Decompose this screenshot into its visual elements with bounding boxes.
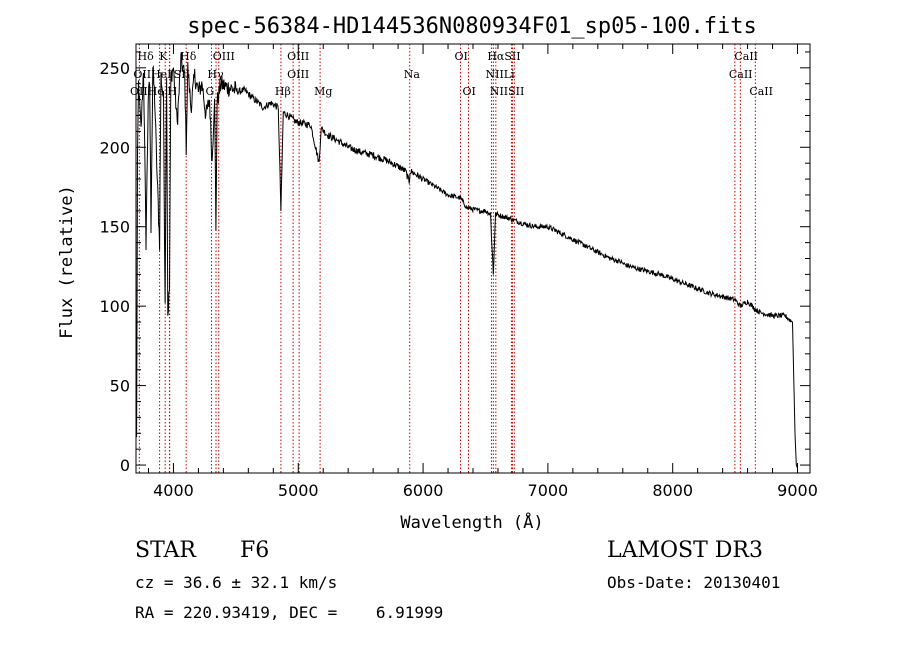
line-label-9: SII (174, 68, 190, 81)
line-label-5: OI (455, 50, 468, 63)
line-label-2: Hδ (180, 50, 197, 63)
y-tick-label-100: 100 (99, 297, 130, 316)
line-label-20: NIISII (490, 85, 525, 98)
line-label-21: CaII (749, 85, 773, 98)
x-tick-label-7000: 7000 (528, 481, 569, 500)
line-label-6: HαSII (487, 50, 520, 63)
line-label-13: NIILi (485, 68, 515, 81)
survey-name: LAMOST DR3 (607, 538, 763, 563)
x-axis-label: Wavelength (Å) (400, 511, 543, 533)
line-label-10: Hγ (207, 68, 224, 81)
y-tick-label-250: 250 (99, 59, 130, 78)
x-axis-ticks: 4000 5000 6000 7000 8000 9000 (147, 44, 818, 500)
plot-frame (135, 43, 811, 474)
line-label-1: K (159, 50, 168, 63)
chart-title: spec-56384-HD144536N080934F01_sp05-100.f… (187, 14, 757, 39)
line-label-14: CaII (729, 68, 753, 81)
line-label-17: Hβ (275, 85, 291, 98)
line-label-12: Na (404, 68, 421, 81)
y-tick-label-150: 150 (99, 218, 130, 237)
y-tick-label-200: 200 (99, 138, 130, 157)
line-label-18: Mg (314, 85, 332, 98)
line-label-15: OIIHe H (130, 85, 177, 98)
y-axis-label: Flux (relative) (57, 185, 77, 339)
observation-date: Obs-Date: 20130401 (607, 573, 781, 592)
y-tick-label-50: 50 (110, 377, 130, 396)
spectrum-line (135, 52, 798, 469)
y-tick-label-0: 0 (120, 456, 130, 475)
object-subclass: F6 (240, 538, 270, 563)
object-class: STAR (135, 538, 196, 563)
spectral-line-markers (138, 44, 756, 473)
x-tick-label-8000: 8000 (652, 481, 693, 500)
line-label-11: OIII (287, 68, 309, 81)
y-axis-ticks: 0 50 100 150 200 250 (99, 51, 810, 475)
x-tick-label-5000: 5000 (278, 481, 319, 500)
line-label-4: OIII (287, 50, 309, 63)
x-tick-label-9000: 9000 (777, 481, 818, 500)
line-label-19: OI (463, 85, 476, 98)
x-tick-label-4000: 4000 (153, 481, 194, 500)
line-label-16: G (206, 85, 215, 98)
coordinates: RA = 220.93419, DEC = 6.91999 (135, 603, 444, 622)
line-label-3: OIII (213, 50, 235, 63)
redshift-velocity: cz = 36.6 ± 32.1 km/s (135, 573, 338, 592)
x-tick-label-6000: 6000 (403, 481, 444, 500)
line-label-0: Hδ (137, 50, 154, 63)
line-label-7: CaII (734, 50, 758, 63)
